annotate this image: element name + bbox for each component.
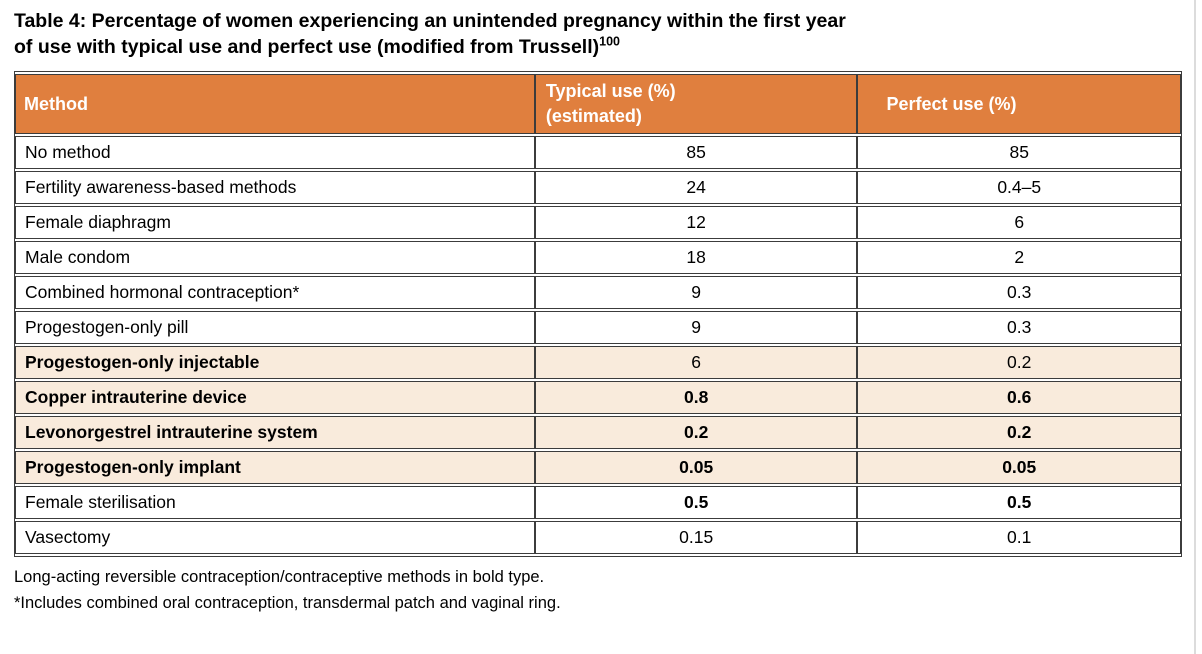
table-row: Progestogen-only implant 0.05 0.05 [15,451,1181,484]
typical-use-cell: 6 [534,346,858,379]
method-cell: Combined hormonal contraception* [15,276,535,309]
table-body: No method 85 85 Fertility awareness-based m… [15,136,1181,554]
contraception-failure-rate-table: Method Typical use (%) (estimated) Perfe… [14,71,1182,557]
typical-use-cell: 12 [534,206,858,239]
method-cell: Vasectomy [15,521,535,554]
perfect-use-cell: 0.2 [857,416,1181,449]
perfect-use-cell: 85 [857,136,1181,169]
table-row: Progestogen-only injectable 6 0.2 [15,346,1181,379]
method-cell: Progestogen-only injectable [15,346,535,379]
header-row: Method Typical use (%) (estimated) Perfe… [15,74,1181,134]
perfect-use-cell: 0.3 [857,311,1181,344]
method-cell: Progestogen-only pill [15,311,535,344]
typical-use-cell: 24 [534,171,858,204]
typical-use-cell: 0.15 [534,521,858,554]
method-cell: No method [15,136,535,169]
method-cell: Copper intrauterine device [15,381,535,414]
table-row: Male condom 18 2 [15,241,1181,274]
method-cell: Female diaphragm [15,206,535,239]
table-row: Female sterilisation 0.5 0.5 [15,486,1181,519]
method-cell: Female sterilisation [15,486,535,519]
footnotes: Long-acting reversible contraception/con… [14,564,1202,616]
perfect-use-cell: 0.5 [857,486,1181,519]
title-line-1: Table 4: Percentage of women experiencin… [14,10,846,32]
typical-use-cell: 9 [534,276,858,309]
table-row: Copper intrauterine device 0.8 0.6 [15,381,1181,414]
perfect-use-cell: 0.1 [857,521,1181,554]
typical-use-cell: 85 [534,136,858,169]
typical-use-cell: 18 [534,241,858,274]
perfect-use-cell: 0.2 [857,346,1181,379]
perfect-use-cell: 6 [857,206,1181,239]
estimated-label: (estimated) [545,106,642,126]
table-row: Vasectomy 0.15 0.1 [15,521,1181,554]
typical-use-cell: 9 [534,311,858,344]
column-header-typical-use: Typical use (%) (estimated) [534,74,858,134]
perfect-use-cell: 0.05 [857,451,1181,484]
table-row: Progestogen-only pill 9 0.3 [15,311,1181,344]
perfect-use-cell: 2 [857,241,1181,274]
table-row: Female diaphragm 12 6 [15,206,1181,239]
perfect-use-cell: 0.4–5 [857,171,1181,204]
title-line-2: of use with typical use and perfect use … [14,36,600,58]
method-cell: Fertility awareness-based methods [15,171,535,204]
table-row: Fertility awareness-based methods 24 0.4–5 [15,171,1181,204]
footnote-bold-type: Long-acting reversible contraception/con… [14,568,545,586]
column-header-method: Method [15,74,535,134]
method-cell: Progestogen-only implant [15,451,535,484]
typical-use-cell: 0.05 [534,451,858,484]
column-header-perfect-use: Perfect use (%) [857,74,1181,134]
method-cell: Male condom [15,241,535,274]
perfect-use-cell: 0.3 [857,276,1181,309]
table-title: Table 4: Percentage of women experiencin… [14,8,1186,60]
table-row: Combined hormonal contraception* 9 0.3 [15,276,1181,309]
table-row: No method 85 85 [15,136,1181,169]
typical-use-label: Typical use (%) [545,81,676,101]
reference-superscript: 100 [599,34,620,49]
page-edge-line [1194,0,1196,654]
typical-use-cell: 0.8 [534,381,858,414]
perfect-use-cell: 0.6 [857,381,1181,414]
method-cell: Levonorgestrel intrauterine system [15,416,535,449]
typical-use-cell: 0.2 [534,416,858,449]
footnote-asterisk: *Includes combined oral contraception, t… [14,594,561,612]
typical-use-cell: 0.5 [534,486,858,519]
table-row: Levonorgestrel intrauterine system 0.2 0.2 [15,416,1181,449]
